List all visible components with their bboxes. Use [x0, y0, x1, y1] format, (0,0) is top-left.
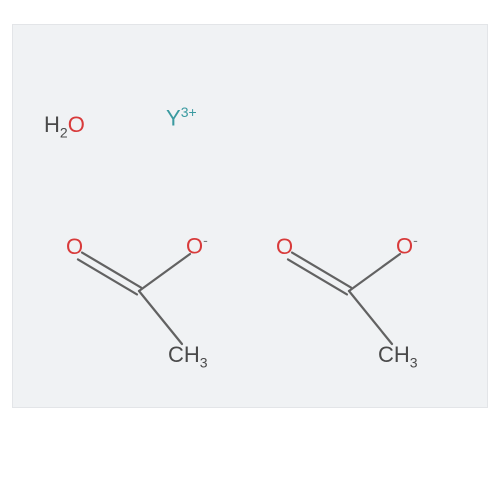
- bond-lines: [0, 0, 500, 500]
